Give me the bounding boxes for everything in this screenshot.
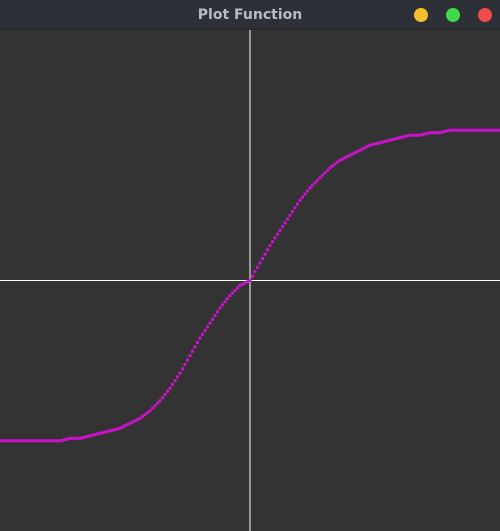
data-point (224, 300, 227, 303)
data-point (221, 303, 224, 306)
data-point (211, 318, 214, 321)
data-point (206, 325, 209, 328)
data-point (301, 196, 304, 199)
data-point (194, 345, 197, 348)
data-point (199, 337, 202, 340)
data-point (209, 322, 212, 325)
data-point (164, 393, 167, 396)
data-point (291, 210, 294, 213)
data-point (179, 372, 182, 375)
data-point (304, 193, 307, 196)
data-point (281, 225, 284, 228)
data-point (286, 218, 289, 221)
data-point (169, 387, 172, 390)
data-point (284, 221, 287, 224)
data-point (299, 199, 302, 202)
data-point (269, 244, 272, 247)
data-point (166, 390, 169, 393)
data-point (249, 279, 252, 282)
minimize-button[interactable] (414, 8, 428, 22)
data-point (174, 379, 177, 382)
data-point (274, 236, 277, 239)
data-point (176, 375, 179, 378)
close-button[interactable] (478, 8, 492, 22)
data-point (261, 257, 264, 260)
data-point (296, 203, 299, 206)
data-point (306, 189, 309, 192)
data-point (289, 214, 292, 217)
data-point (271, 240, 274, 243)
data-point (196, 341, 199, 344)
data-point (216, 310, 219, 313)
data-point (201, 333, 204, 336)
data-point (226, 297, 229, 300)
data-point (266, 248, 269, 251)
data-point (161, 396, 164, 399)
data-point (184, 363, 187, 366)
data-point (259, 261, 262, 264)
data-point (181, 367, 184, 370)
data-point (189, 354, 192, 357)
data-point (279, 229, 282, 232)
data-point (264, 253, 267, 256)
data-point (159, 399, 162, 402)
data-point (276, 233, 279, 236)
data-point (171, 383, 174, 386)
data-point (256, 266, 259, 269)
data-point (214, 314, 217, 317)
maximize-button[interactable] (446, 8, 460, 22)
data-point (219, 307, 222, 310)
data-point (186, 359, 189, 362)
data-point (191, 350, 194, 353)
plot-area (0, 30, 500, 531)
title-bar[interactable]: Plot Function (0, 0, 500, 30)
data-point (204, 329, 207, 332)
function-plot (0, 30, 500, 531)
data-point (294, 206, 297, 209)
data-point (254, 270, 257, 273)
data-point (251, 275, 254, 278)
